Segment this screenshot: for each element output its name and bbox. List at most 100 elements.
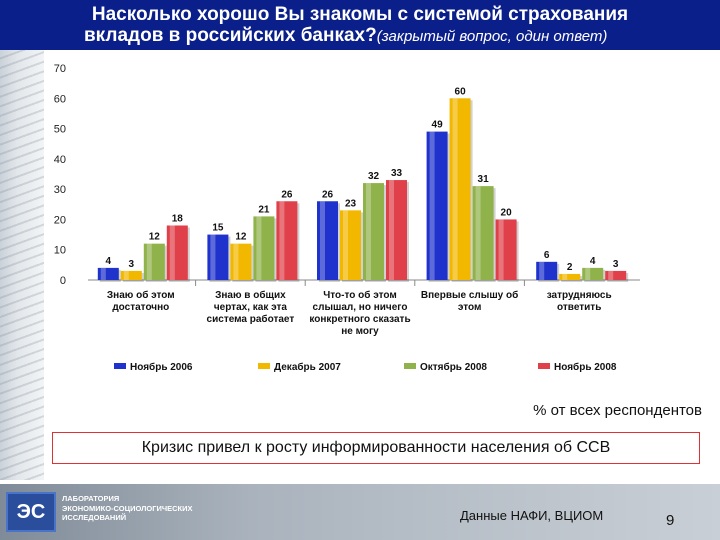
bar-highlight (123, 270, 129, 280)
conclusion-box: Кризис привел к росту информированности … (52, 432, 700, 464)
bar (582, 267, 604, 280)
legend-swatch (114, 363, 126, 369)
units-note: % от всех респондентов (533, 402, 702, 419)
y-tick-label: 20 (54, 214, 66, 226)
bar (495, 219, 517, 280)
slide-title-line1: Насколько хорошо Вы знакомы с системой с… (91, 4, 629, 25)
bar-highlight (366, 183, 371, 280)
bar-highlight (256, 216, 262, 280)
category-label: ответить (557, 302, 601, 313)
bar-highlight (343, 210, 348, 280)
data-label: 26 (281, 189, 293, 200)
bar (536, 261, 558, 280)
legend-label: Ноябрь 2008 (554, 361, 617, 373)
data-label: 18 (172, 213, 184, 224)
category-label: не могу (341, 326, 379, 337)
lab-name-line: ИССЛЕДОВАНИЙ (62, 513, 127, 522)
page-number: 9 (666, 512, 675, 529)
bar (253, 216, 275, 280)
y-tick-label: 30 (54, 184, 66, 196)
data-label: 31 (478, 174, 490, 185)
slide-title-qualifier: (закрытый вопрос, один ответ) (376, 28, 608, 45)
bar-highlight (608, 270, 614, 280)
data-label: 26 (322, 189, 334, 200)
category-label: Знаю в общих (215, 289, 286, 301)
bar (363, 183, 384, 280)
data-label: 32 (368, 171, 380, 182)
title-bar: Насколько хорошо Вы знакомы с системой с… (0, 0, 720, 50)
bar-highlight (146, 243, 152, 280)
data-label: 21 (258, 204, 270, 215)
legend-label: Ноябрь 2006 (130, 361, 193, 373)
data-label: 4 (106, 256, 112, 267)
decorative-banknote-strip (0, 0, 44, 480)
bar (120, 270, 142, 280)
data-label: 4 (590, 256, 596, 267)
category-label: слышал, но ничего (313, 302, 408, 313)
bar-highlight (475, 186, 481, 280)
y-tick-label: 70 (54, 63, 66, 75)
legend-swatch (538, 363, 550, 369)
data-label: 49 (432, 120, 444, 131)
bar-highlight (539, 261, 545, 280)
data-label: 2 (567, 262, 573, 273)
data-label: 15 (212, 223, 224, 234)
category-label: достаточно (112, 302, 169, 313)
category-label: Впервые слышу об (421, 289, 518, 301)
data-label: 23 (345, 198, 357, 209)
legend-label: Октябрь 2008 (420, 361, 487, 373)
bar-highlight (429, 131, 435, 280)
bar (386, 180, 407, 280)
lab-name-line: ЛАБОРАТОРИЯ (62, 494, 120, 503)
category-label: этом (458, 302, 482, 313)
category-label: система работает (207, 313, 295, 325)
bar (97, 267, 119, 280)
slide-title-question: вкладов в российских банках? (84, 25, 377, 46)
bar-highlight (585, 267, 591, 280)
bar (340, 210, 361, 280)
category-label: затрудняюсь (547, 290, 612, 301)
data-label: 12 (235, 232, 247, 243)
data-source: Данные НАФИ, ВЦИОМ (460, 508, 604, 523)
category-label: конкретного сказать (309, 314, 410, 325)
y-tick-label: 10 (54, 245, 66, 257)
slide-title-line2: вкладов в российских банках?(закрытый во… (84, 25, 607, 47)
data-label: 6 (544, 250, 550, 261)
bar-highlight (452, 98, 458, 281)
bar-highlight (210, 234, 216, 280)
bar (207, 234, 229, 280)
bar-highlight (279, 201, 285, 280)
bar (449, 98, 471, 281)
bar (317, 201, 338, 280)
bar-highlight (169, 225, 175, 280)
data-label: 60 (455, 86, 467, 97)
bar (472, 186, 494, 280)
bar (605, 270, 627, 280)
bar-highlight (320, 201, 325, 280)
bar-highlight (562, 273, 568, 280)
legend-swatch (258, 363, 270, 369)
category-label: Знаю об этом (107, 289, 175, 301)
data-label: 20 (501, 207, 513, 218)
category-label: чертах, как эта (214, 302, 288, 313)
bar-highlight (233, 243, 239, 280)
legend-label: Декабрь 2007 (274, 361, 341, 373)
bar (230, 243, 252, 280)
data-label: 3 (129, 259, 135, 270)
bar (143, 243, 165, 280)
lab-name: ЛАБОРАТОРИЯ ЭКОНОМИКО-СОЦИОЛОГИЧЕСКИХ ИС… (62, 494, 202, 523)
y-tick-label: 60 (54, 93, 66, 105)
conclusion-text: Кризис привел к росту информированности … (141, 439, 611, 456)
y-tick-label: 40 (54, 154, 66, 166)
lab-name-line: ЭКОНОМИКО-СОЦИОЛОГИЧЕСКИХ (62, 503, 193, 513)
bar (276, 201, 298, 280)
y-tick-label: 0 (60, 275, 66, 287)
bar (166, 225, 188, 280)
legend-swatch (404, 363, 416, 369)
y-tick-label: 50 (54, 124, 66, 136)
bar (559, 273, 581, 280)
bar-highlight (389, 180, 394, 280)
bar (426, 131, 448, 280)
decorative-pattern (0, 0, 44, 480)
data-label: 12 (149, 232, 161, 243)
